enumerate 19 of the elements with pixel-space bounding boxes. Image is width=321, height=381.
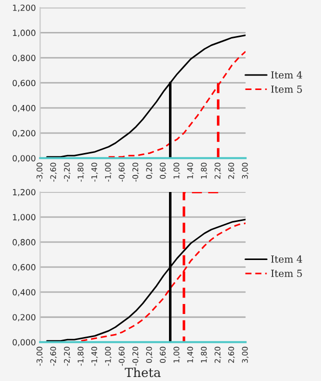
y-tick-label: 0,200: [12, 314, 36, 322]
legend-label: Item 5: [271, 270, 302, 278]
legend-label: Item 4: [271, 71, 302, 79]
y-tick-label: 0,000: [12, 155, 36, 162]
y-tick-label: 0,400: [12, 289, 36, 296]
y-tick-label: 1,000: [13, 30, 36, 37]
y-tick-label: 1,200: [13, 4, 36, 12]
x-axis-title: Theta: [124, 367, 161, 378]
y-tick-label: 0,600: [12, 264, 36, 272]
y-tick-label: 0,200: [12, 130, 36, 138]
y-tick-label: 0,000: [12, 339, 36, 346]
y-tick-label: 0,400: [12, 104, 36, 112]
legend-label: Item 4: [271, 255, 302, 263]
y-tick-label: 0,600: [12, 80, 36, 87]
y-tick-label: 1,000: [13, 214, 36, 222]
y-tick-label: 0,800: [12, 239, 36, 246]
y-tick-label: 0,800: [12, 54, 36, 62]
legend-label: Item 5: [271, 86, 302, 93]
y-tick-label: 1,200: [13, 189, 36, 196]
